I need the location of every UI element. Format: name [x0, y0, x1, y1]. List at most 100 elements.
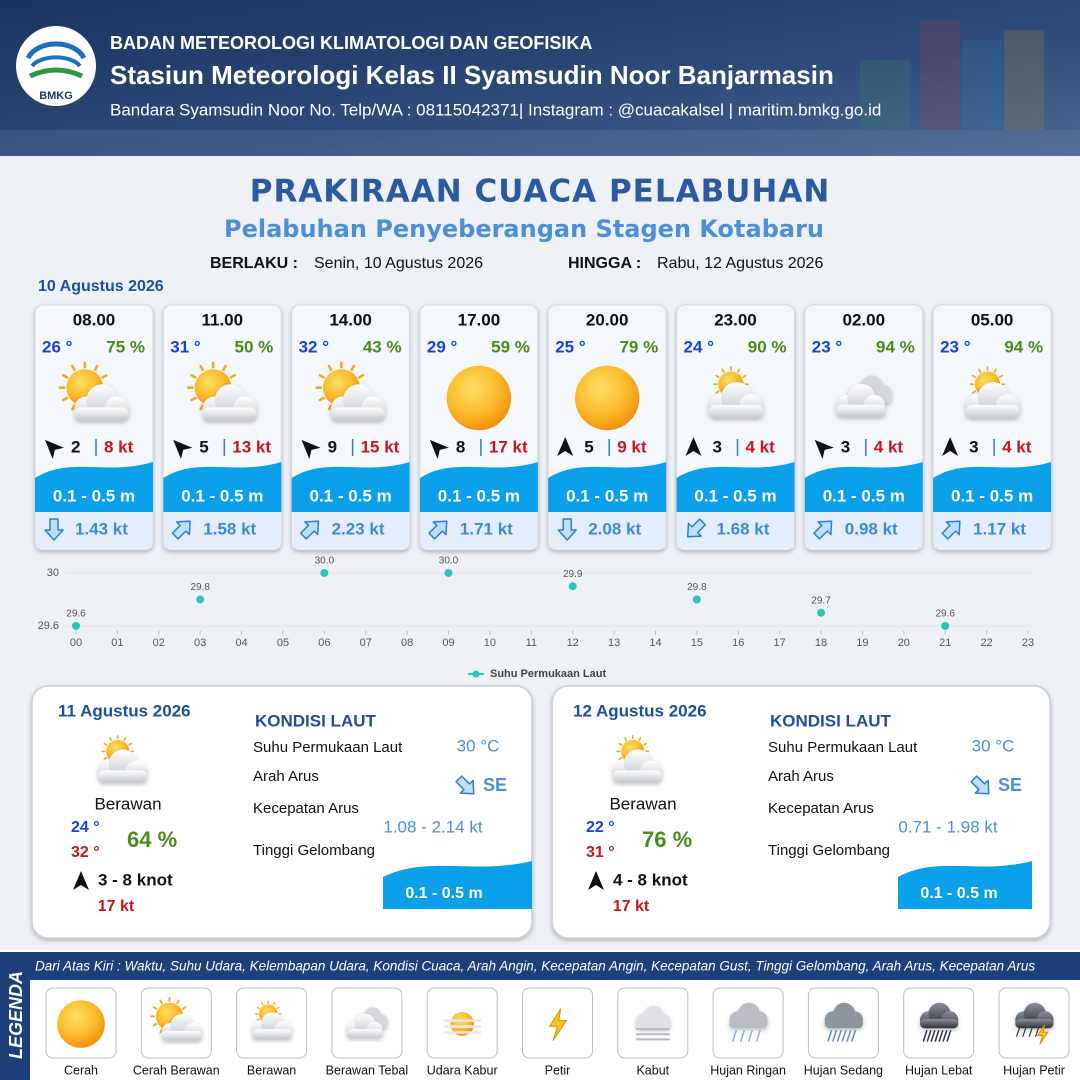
sun-ray — [327, 404, 333, 411]
valid-to: Rabu, 12 Agustus 2026 — [657, 255, 823, 272]
x-tick-label: 12 — [567, 637, 579, 649]
sun-ray — [190, 396, 197, 402]
rain-drop — [827, 1030, 833, 1042]
temperature: 24 ° — [684, 337, 715, 356]
legend-item: Hujan Lebat — [903, 987, 975, 1077]
wind-arrow-head — [173, 439, 193, 460]
current-arrow-shape — [171, 520, 191, 540]
time: 20.00 — [586, 310, 629, 329]
weather-icon — [635, 1005, 671, 1041]
cloud — [202, 384, 257, 421]
sun-ray — [993, 368, 997, 373]
wind-speed: 3 — [841, 437, 850, 456]
temp-max: 31 ° — [586, 844, 615, 861]
x-tick-label: 09 — [442, 637, 454, 649]
legend-item: Hujan Sedang — [804, 987, 883, 1077]
sst-label: 29.6 — [935, 609, 955, 620]
x-tick-label: 13 — [608, 637, 620, 649]
sun-ray — [159, 1028, 163, 1034]
hourly-card: 14.00 32 ° 43 % 9 15 kt 0.1 - 0.5 m 2.23 kt — [291, 304, 411, 551]
wind-arrow — [301, 439, 321, 460]
rain-drop — [851, 1030, 857, 1042]
sst-chart: 29.6 30 00 01 02 03 04 05 06 07 08 09 10 11 12 13 14 15 16… — [38, 556, 1036, 680]
wave — [419, 462, 538, 512]
cloud — [920, 1002, 959, 1029]
current-arrow-shape — [557, 518, 577, 541]
x-tick-label: 03 — [194, 637, 206, 649]
wind-speed: 5 — [584, 437, 593, 456]
legend-label: Petir — [545, 1063, 571, 1077]
cloud-part — [330, 407, 386, 421]
current-arrow — [941, 520, 961, 540]
sst-value: 30 °C — [457, 736, 500, 755]
wave-height: 0.1 - 0.5 m — [405, 885, 482, 902]
gust: 17 kt — [489, 437, 528, 456]
wave-height: 0.1 - 0.5 m — [566, 486, 648, 505]
gust: 17 kt — [613, 898, 650, 915]
wind-speed: 3 — [713, 437, 722, 456]
sea-title: KONDISI LAUT — [255, 711, 377, 730]
x-tick-label: 02 — [153, 637, 165, 649]
sst-point — [568, 582, 577, 591]
sun-ray — [152, 1006, 158, 1010]
x-tick-label: 11 — [526, 637, 537, 649]
header-decoration — [0, 20, 1080, 156]
humidity: 59 % — [491, 337, 530, 356]
current-speed: 1.58 kt — [203, 519, 256, 538]
sun-ray — [742, 374, 747, 379]
cloud-part — [635, 1020, 671, 1029]
sun-ray — [71, 364, 76, 372]
current-arrow-shape — [970, 775, 990, 795]
logo-arc — [25, 41, 87, 60]
wind: 4 - 8 knot — [613, 870, 688, 889]
current-arrow — [557, 518, 577, 541]
current-dir: SE — [998, 775, 1022, 795]
legend-label: Kabut — [636, 1063, 669, 1077]
cloud-part — [97, 770, 148, 783]
humidity: 75 % — [106, 337, 145, 356]
time: 23.00 — [714, 310, 757, 329]
cloud — [97, 749, 148, 783]
sun — [57, 1000, 105, 1048]
wind-arrow-head — [429, 439, 449, 460]
current-arrow-shape — [813, 520, 833, 540]
wind-arrow-head — [685, 437, 702, 456]
current-speed-label: Kecepatan Arus — [768, 800, 874, 817]
logo: BMKG — [16, 26, 96, 106]
cloud — [824, 1002, 863, 1029]
weather-icon — [346, 1007, 388, 1038]
sst-point — [941, 621, 950, 630]
current-arrow — [813, 520, 833, 540]
rain-drop — [1022, 1027, 1027, 1037]
gust: 8 kt — [104, 437, 134, 456]
weather-icon — [708, 366, 764, 419]
cloud — [161, 1013, 202, 1041]
sun-ray — [199, 404, 205, 411]
legend-label: Hujan Ringan — [710, 1063, 786, 1077]
title: PRAKIRAAN CUACA PELABUHAN — [250, 174, 831, 210]
sun-ray — [318, 373, 325, 379]
wind-arrow-head — [557, 437, 574, 456]
sst-point — [72, 621, 80, 630]
sst-point — [692, 595, 701, 604]
current-speed: 2.23 kt — [332, 519, 385, 538]
sun-ray — [103, 742, 108, 746]
legend-item: Berawan Tebal — [326, 987, 408, 1077]
sun-ray — [190, 373, 197, 379]
valid-from-label: BERLAKU : — [210, 255, 298, 272]
sun-ray — [737, 368, 741, 373]
wind-speed: 5 — [199, 437, 208, 456]
temperature: 25 ° — [555, 337, 586, 356]
x-tick-label: 14 — [649, 637, 661, 649]
weather-icon — [58, 361, 129, 421]
wave — [804, 462, 923, 512]
rain-drop — [732, 1030, 737, 1042]
x-tick-label: 17 — [774, 637, 786, 649]
sun-ray — [971, 390, 977, 394]
weather-icon — [150, 997, 202, 1041]
current-arrow-shape — [455, 775, 475, 795]
time: 02.00 — [843, 310, 886, 329]
current-speed: 1.68 kt — [717, 519, 770, 538]
x-tick-label: 15 — [691, 637, 703, 649]
lightning — [1036, 1024, 1049, 1045]
